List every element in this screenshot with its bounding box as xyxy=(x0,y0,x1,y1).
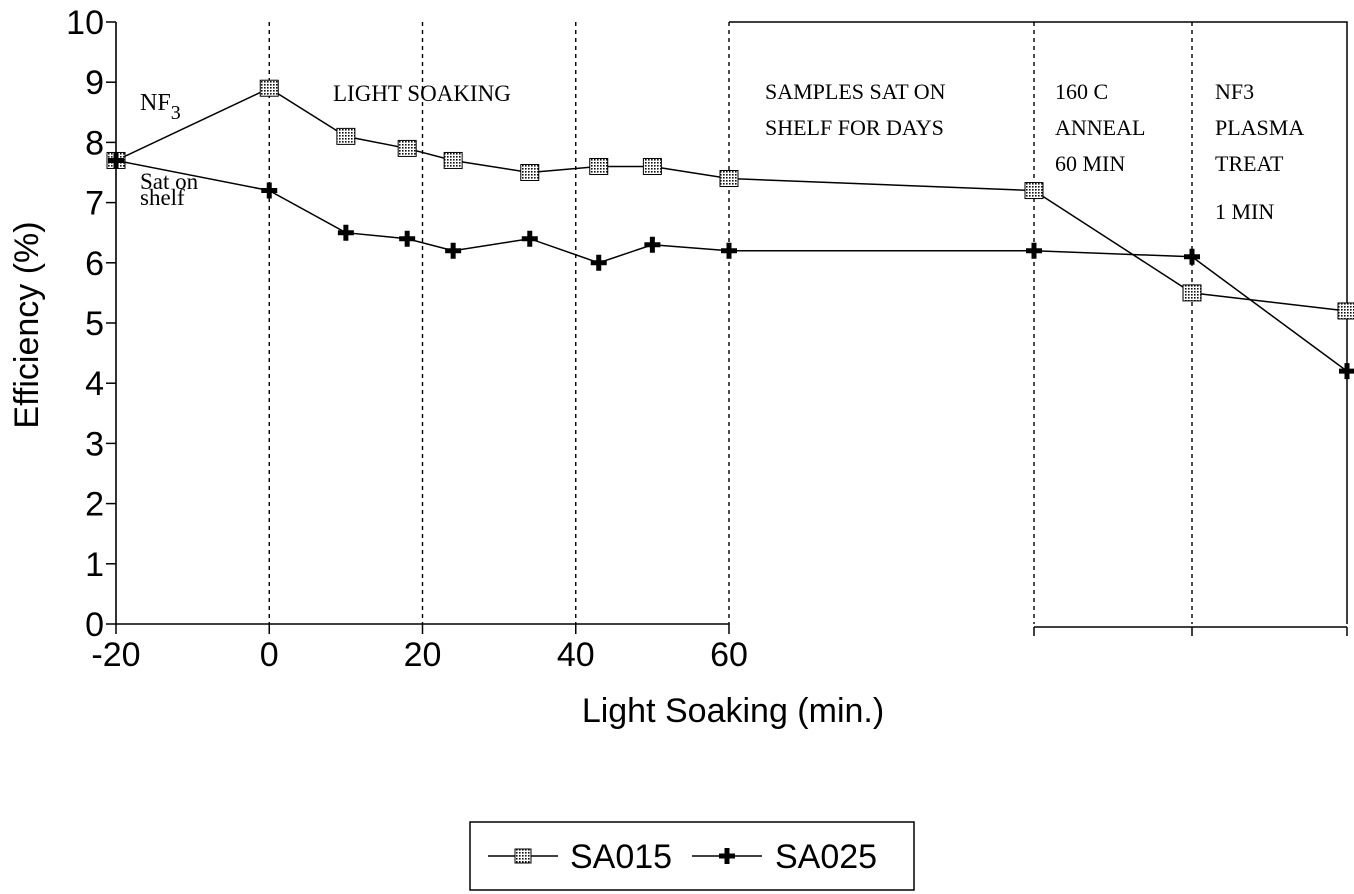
light-soaking-annotation: LIGHT SOAKING xyxy=(333,81,511,106)
point-SA015-11 xyxy=(1337,302,1354,320)
samples-annotation-line1: SAMPLES SAT ON xyxy=(765,79,946,104)
y-tick-label-6: 6 xyxy=(85,245,104,283)
y-tick-label-0: 0 xyxy=(85,606,104,644)
point-SA015-7 xyxy=(642,157,662,175)
legend-marker-sa025 xyxy=(719,848,735,864)
y-tick-label-1: 1 xyxy=(85,546,104,584)
point-SA025-9 xyxy=(1026,242,1042,259)
point-SA025-4 xyxy=(445,242,462,259)
y-tick-label-8: 8 xyxy=(85,124,104,162)
anneal-annotation-line2: ANNEAL xyxy=(1055,115,1145,140)
series-line-SA015 xyxy=(115,87,1348,312)
series-line-SA025 xyxy=(115,159,1348,372)
plasma-annotation-line2: PLASMA xyxy=(1215,115,1304,140)
anneal-annotation-line1: 160 C xyxy=(1055,79,1108,104)
y-tick-label-4: 4 xyxy=(85,365,104,403)
shelf-annotation: shelf xyxy=(140,185,185,210)
point-SA025-6 xyxy=(590,254,607,271)
x-tick-label-1: 0 xyxy=(260,636,279,674)
y-tick-label-2: 2 xyxy=(85,486,104,524)
point-SA025-2 xyxy=(337,224,354,241)
legend: SA015 SA025 xyxy=(469,821,915,891)
point-SA025-0 xyxy=(108,152,124,169)
stage-box-outline xyxy=(1034,21,1348,624)
x-axis-label: Light Soaking (min.) xyxy=(582,692,884,730)
annotations: NF3 Sat on shelf LIGHT SOAKING SAMPLES S… xyxy=(140,79,1304,224)
y-tick-label-9: 9 xyxy=(85,64,104,102)
plasma-annotation-line3: TREAT xyxy=(1215,151,1284,176)
plasma-annotation-line4: 1 MIN xyxy=(1215,199,1274,224)
sat-on-annotation: Sat on xyxy=(140,169,199,194)
legend-marker-sa015 xyxy=(514,848,532,864)
point-SA015-10 xyxy=(1182,284,1202,302)
y-tick-label-7: 7 xyxy=(85,185,104,223)
point-SA025-5 xyxy=(521,230,538,247)
point-SA015-3 xyxy=(397,139,417,157)
point-SA015-2 xyxy=(336,127,356,145)
point-SA025-11 xyxy=(1339,363,1354,380)
y-tick-label-5: 5 xyxy=(85,305,104,343)
point-SA025-8 xyxy=(721,242,737,259)
x-tick-label-2: 20 xyxy=(404,636,442,674)
samples-annotation-line2: SHELF FOR DAYS xyxy=(765,115,944,140)
point-SA025-1 xyxy=(261,182,278,199)
y-tick-label-10: 10 xyxy=(66,4,104,42)
point-SA015-5 xyxy=(520,164,540,181)
x-tick-label-3: 40 xyxy=(557,636,595,674)
point-SA025-3 xyxy=(399,230,416,247)
nf3-annotation: NF3 xyxy=(140,90,181,124)
point-SA025-10 xyxy=(1184,248,1200,265)
y-tick-label-3: 3 xyxy=(85,425,104,463)
point-SA015-9 xyxy=(1024,182,1044,200)
anneal-annotation-line3: 60 MIN xyxy=(1055,151,1125,176)
point-SA015-6 xyxy=(589,157,609,175)
y-axis-label: Efficiency (%) xyxy=(8,221,46,428)
point-SA025-7 xyxy=(644,236,661,253)
x-tick-label-4: 60 xyxy=(710,636,748,674)
legend-label-sa025: SA025 xyxy=(775,838,877,876)
legend-label-sa015: SA015 xyxy=(570,838,672,876)
point-SA015-1 xyxy=(259,79,279,97)
plasma-annotation-line1: NF3 xyxy=(1215,79,1254,104)
x-tick-label-0: -20 xyxy=(91,636,140,674)
point-SA015-4 xyxy=(443,151,463,169)
point-SA015-8 xyxy=(719,170,739,188)
